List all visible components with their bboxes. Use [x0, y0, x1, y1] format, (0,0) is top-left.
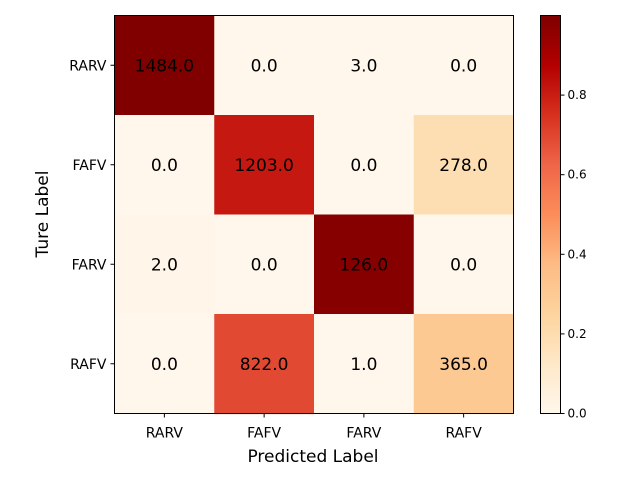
heatmap-cell-farv-fafv: [214, 214, 315, 315]
cell-value-labels: 1484.0 0.0 3.0 0.0 0.0 1203.0 0.0 278.0 2.0 0.0 12…: [135, 56, 488, 375]
y-axis-label: Ture Label: [33, 171, 53, 259]
heatmap-cell-rarv-rafv: [413, 15, 515, 116]
heatmap-cell-rafv-farv: [314, 314, 415, 415]
heatmap-cell-farv-rafv: [413, 214, 515, 315]
cell-value-label: 0.0: [151, 355, 178, 375]
heatmap-cell-rarv-farv: [314, 15, 415, 116]
cell-value-label: 3.0: [350, 56, 377, 76]
x-axis-ticks: RARV FAFV FARV RAFV: [146, 413, 482, 442]
cell-value-label: 126.0: [340, 255, 389, 275]
y-tick-label: RARV: [69, 58, 107, 74]
x-tick-label: RARV: [146, 426, 184, 442]
x-tick-label: FAFV: [247, 426, 281, 442]
colorbar-tick-label: 0.2: [568, 327, 587, 341]
heatmap-cell-rafv-fafv: [214, 314, 315, 415]
heatmap-cell-rarv-fafv: [214, 15, 315, 116]
cell-value-label: 0.0: [151, 156, 178, 176]
colorbar-tick-label: 0.0: [568, 407, 587, 421]
cell-value-label: 365.0: [439, 355, 488, 375]
cell-value-label: 0.0: [450, 56, 477, 76]
cell-value-label: 1484.0: [135, 56, 194, 76]
y-tick-label: FAFV: [73, 158, 107, 174]
heatmap-cell-fafv-rafv: [413, 115, 515, 216]
heatmap-cell-rarv-rarv: [114, 15, 215, 116]
plot-frame: [114, 15, 514, 414]
cell-value-label: 822.0: [240, 355, 289, 375]
cell-value-label: 0.0: [251, 255, 278, 275]
cell-value-label: 0.0: [350, 156, 377, 176]
heatmap-cell-farv-farv: [314, 214, 415, 315]
colorbar-tick-label: 0.8: [568, 88, 587, 102]
colorbar-tick-label: 0.4: [568, 247, 587, 261]
y-axis-ticks: RARV FAFV FARV RAFV: [69, 58, 115, 373]
heatmap-cell-rafv-rarv: [114, 314, 215, 415]
cell-value-label: 2.0: [151, 255, 178, 275]
heatmap-cell-rafv-rafv: [413, 314, 515, 415]
cell-value-label: 0.0: [450, 255, 477, 275]
x-axis-label: Predicted Label: [247, 447, 378, 467]
cell-value-label: 278.0: [439, 156, 488, 176]
colorbar: [540, 15, 561, 414]
heatmap-cell-fafv-farv: [314, 115, 415, 216]
cell-value-label: 1.0: [350, 355, 377, 375]
y-tick-label: RAFV: [70, 357, 107, 373]
heatmap-cell-fafv-fafv: [214, 115, 315, 216]
x-tick-label: FARV: [346, 426, 381, 442]
heatmap-cells: [114, 15, 515, 415]
heatmap-cell-fafv-rarv: [114, 115, 215, 216]
y-tick-label: FARV: [72, 257, 107, 273]
cell-value-label: 0.0: [251, 56, 278, 76]
cell-value-label: 1203.0: [234, 156, 293, 176]
colorbar-ticks: 0.0 0.2 0.4 0.6 0.8: [560, 88, 587, 421]
heatmap-cell-farv-rarv: [114, 214, 215, 315]
x-tick-label: RAFV: [445, 426, 482, 442]
colorbar-tick-label: 0.6: [568, 168, 587, 182]
